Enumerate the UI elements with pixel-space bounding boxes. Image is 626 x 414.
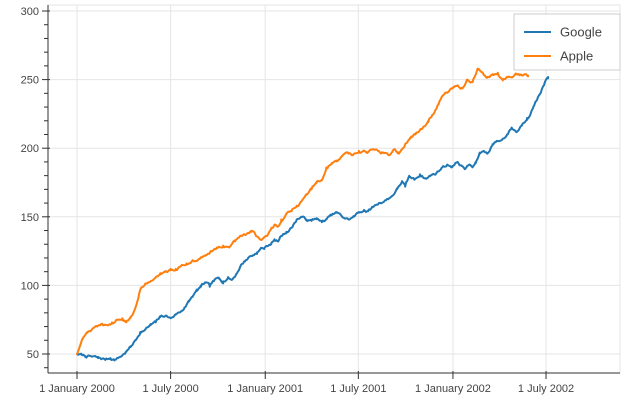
y-tick-label: 50 [27, 349, 39, 361]
y-tick-label: 200 [21, 143, 39, 155]
x-tick-label: 1 July 2002 [518, 383, 574, 395]
y-tick-label: 300 [21, 6, 39, 18]
y-tick-label: 150 [21, 212, 39, 224]
x-tick-label: 1 January 2002 [415, 383, 491, 395]
x-tick-label: 1 January 2000 [39, 383, 115, 395]
x-tick-label: 1 January 2001 [227, 383, 303, 395]
legend-label-apple: Apple [560, 49, 593, 64]
x-tick-label: 1 July 2000 [142, 383, 198, 395]
x-tick-label: 1 July 2001 [330, 383, 386, 395]
google-line [76, 76, 550, 362]
legend-label-google: Google [560, 25, 602, 40]
legend [513, 13, 621, 71]
y-tick-label: 100 [21, 280, 39, 292]
apple-line [76, 67, 529, 355]
y-tick-label: 250 [21, 75, 39, 87]
